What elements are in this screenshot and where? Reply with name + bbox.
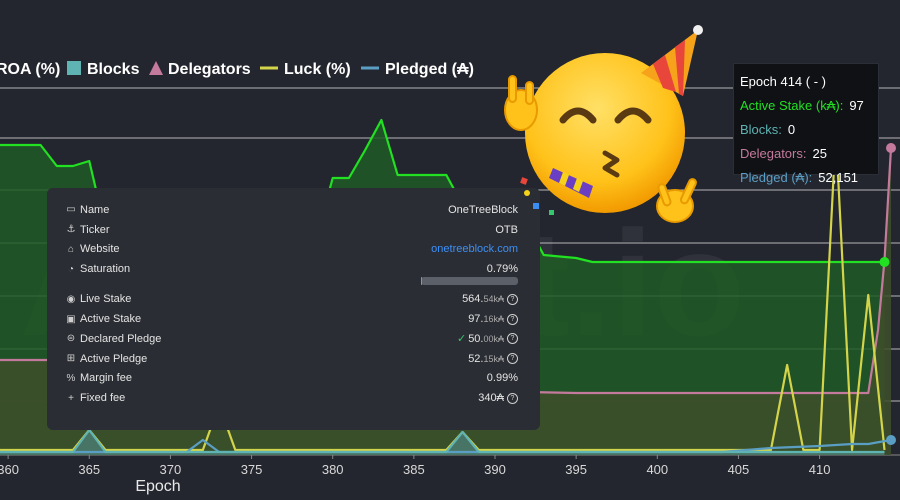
live-stake-value: 564. (462, 293, 484, 306)
legend-item-delegators[interactable]: Delegators (149, 61, 251, 78)
saturation-label: Saturation (80, 263, 131, 276)
x-tick-label: 405 (728, 462, 750, 477)
live-stake-unit: 54k₳ (483, 294, 504, 305)
pool-row-name: ▭ Name OneTreeBlock (65, 200, 518, 220)
epoch-tooltip: Epoch 414 ( - ) Active Stake (k₳): 97 Blo… (733, 63, 879, 185)
check-circle-icon: ✓ (456, 333, 467, 346)
pool-row-live-stake: ◉ Live Stake 564. 54k₳? (65, 289, 518, 309)
saturation-bar (421, 277, 518, 286)
pool-row-margin: % Margin fee 0.99% (65, 369, 518, 389)
help-icon[interactable]: ? (507, 353, 518, 365)
active-pledge-unit: 15k₳ (483, 353, 504, 364)
x-tick-label: 370 (160, 462, 182, 477)
anchor-icon: ⚓ (66, 224, 76, 236)
name-label: Name (80, 203, 110, 216)
legend-item-pledged[interactable]: Pledged (₳) (361, 61, 474, 78)
legend-triangle-icon (149, 61, 163, 75)
legend-label-roa: ROA (%) (0, 61, 60, 78)
x-tick-label: 400 (646, 462, 668, 477)
bank-icon: ⊞ (66, 353, 76, 365)
declared-pledge-label: Declared Pledge (80, 332, 162, 345)
active-stake-label: Active Stake (80, 313, 142, 326)
active-pledge-label: Active Pledge (80, 352, 148, 365)
x-tick-label: 360 (0, 462, 19, 477)
help-icon[interactable]: ? (507, 293, 518, 305)
fixed-value: 340₳ (478, 392, 504, 405)
legend-label-blocks: Blocks (87, 61, 140, 78)
saturation-value: 0.79% (486, 263, 518, 276)
location-icon: ◉ (66, 293, 76, 305)
legend-label-pledged: Pledged (₳) (385, 61, 474, 78)
tooltip-label-pledged: Pledged (₳): (740, 170, 813, 185)
calendar-icon: ▣ (66, 313, 76, 325)
help-icon[interactable]: ? (507, 333, 518, 345)
tooltip-value-delegators: 25 (812, 146, 827, 161)
x-tick-label: 365 (78, 462, 100, 477)
margin-label: Margin fee (80, 372, 132, 385)
series-line-blocks (0, 428, 885, 454)
series-point-active-stake-k (879, 257, 890, 267)
active-pledge-value: 52. (468, 352, 484, 365)
x-axis-ticks: 360 365 370 375 380 385 390 395 400 405 410 (0, 455, 830, 477)
active-stake-unit: 16k₳ (483, 314, 504, 325)
website-link[interactable]: onetreeblock.com (431, 243, 518, 256)
pool-row-website: ⌂ Website onetreeblock.com (65, 240, 518, 260)
legend-label-delegators: Delegators (168, 61, 251, 78)
pool-row-saturation: ◔ Saturation 0.79% (65, 259, 518, 289)
pool-row-ticker: ⚓ Ticker OTB (65, 220, 518, 240)
x-tick-label: 375 (241, 462, 263, 477)
x-tick-label: 380 (322, 462, 344, 477)
legend-item-roa[interactable]: ROA (%) (0, 61, 60, 78)
live-stake-label: Live Stake (80, 293, 132, 306)
series-line-pledged (0, 438, 892, 454)
x-tick-label: 385 (403, 462, 425, 477)
margin-value: 0.99% (486, 372, 518, 385)
declared-pledge-unit: 00k₳ (483, 333, 504, 344)
active-stake-value: 97. (468, 313, 484, 326)
pool-info-card: ▭ Name OneTreeBlock ⚓ Ticker OTB ⌂ Website … (47, 188, 540, 430)
pool-row-active-stake: ▣ Active Stake 97. 16k₳? (65, 309, 518, 329)
website-label: Website (80, 243, 120, 256)
tooltip-value-active-stake: 97 (849, 98, 864, 113)
tooltip-label-blocks: Blocks: (740, 122, 782, 137)
pool-row-active-pledge: ⊞ Active Pledge 52. 15k₳? (65, 349, 518, 369)
pool-ticker: OTB (495, 223, 518, 236)
x-axis-title: Epoch (135, 478, 180, 495)
help-icon[interactable]: ? (507, 392, 518, 404)
pool-name: OneTreeBlock (448, 203, 518, 216)
legend-square-icon (67, 61, 81, 75)
series-point-pledged (886, 435, 896, 445)
series-markers (879, 143, 896, 445)
tooltip-label-active-stake: Active Stake (k₳): (740, 98, 844, 113)
legend-label-luck: Luck (%) (284, 61, 351, 78)
legend-item-luck[interactable]: Luck (%) (260, 61, 351, 78)
declared-pledge-value: 50. (468, 332, 484, 345)
tooltip-value-pledged: 52,151 (818, 170, 859, 185)
series-point-delegators (886, 143, 896, 153)
legend: ROA (%) Blocks Delegators Luck (%) Pledg… (0, 61, 474, 78)
tooltip-title: Epoch 414 ( - ) (740, 74, 826, 89)
plus-icon: + (68, 392, 74, 404)
fixed-label: Fixed fee (80, 392, 126, 405)
x-tick-label: 395 (565, 462, 587, 477)
tooltip-label-delegators: Delegators: (740, 146, 807, 161)
coin-icon: ⊜ (66, 333, 76, 345)
pool-row-fixed: + Fixed fee 340₳? (65, 388, 518, 408)
legend-item-blocks[interactable]: Blocks (67, 61, 140, 78)
party-face-emoji-icon (504, 25, 703, 223)
x-tick-label: 390 (484, 462, 506, 477)
percent-icon: % (66, 372, 76, 384)
help-icon[interactable]: ? (507, 313, 518, 325)
ticker-label: Ticker (80, 223, 110, 236)
home-icon: ⌂ (67, 243, 75, 255)
gauge-icon: ◔ (67, 263, 75, 275)
saturation-bar-fill (421, 277, 422, 286)
x-tick-label: 410 (809, 462, 831, 477)
tooltip-value-blocks: 0 (787, 122, 796, 137)
pool-row-declared-pledge: ⊜ Declared Pledge ✓ 50. 00k₳? (65, 329, 518, 349)
id-card-icon: ▭ (66, 204, 76, 216)
